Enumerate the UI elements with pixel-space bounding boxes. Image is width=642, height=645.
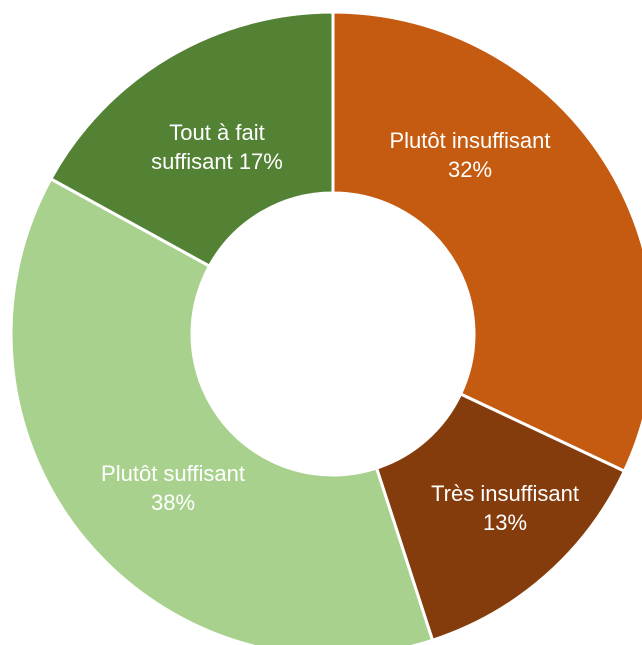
category-label: Plutôt suffisant xyxy=(101,461,245,486)
data-label: Tout à fait suffisant 17% xyxy=(132,118,302,176)
value-label: 32% xyxy=(447,157,493,182)
donut-slice xyxy=(374,392,627,643)
data-label: Très insuffisant 13% xyxy=(431,479,579,537)
value-label: 38% xyxy=(150,490,196,515)
category-label: Tout à fait suffisant xyxy=(151,120,265,174)
value-label: 13% xyxy=(482,510,528,535)
donut-slice xyxy=(48,10,335,269)
category-label: Très insuffisant xyxy=(431,481,579,506)
donut-slice xyxy=(331,10,642,474)
value-label: 17% xyxy=(238,149,283,174)
data-label: Plutôt insuffisant 32% xyxy=(389,126,550,184)
data-label: Plutôt suffisant 38% xyxy=(101,459,245,517)
donut-slice xyxy=(9,176,435,645)
category-label: Plutôt insuffisant xyxy=(389,128,551,153)
